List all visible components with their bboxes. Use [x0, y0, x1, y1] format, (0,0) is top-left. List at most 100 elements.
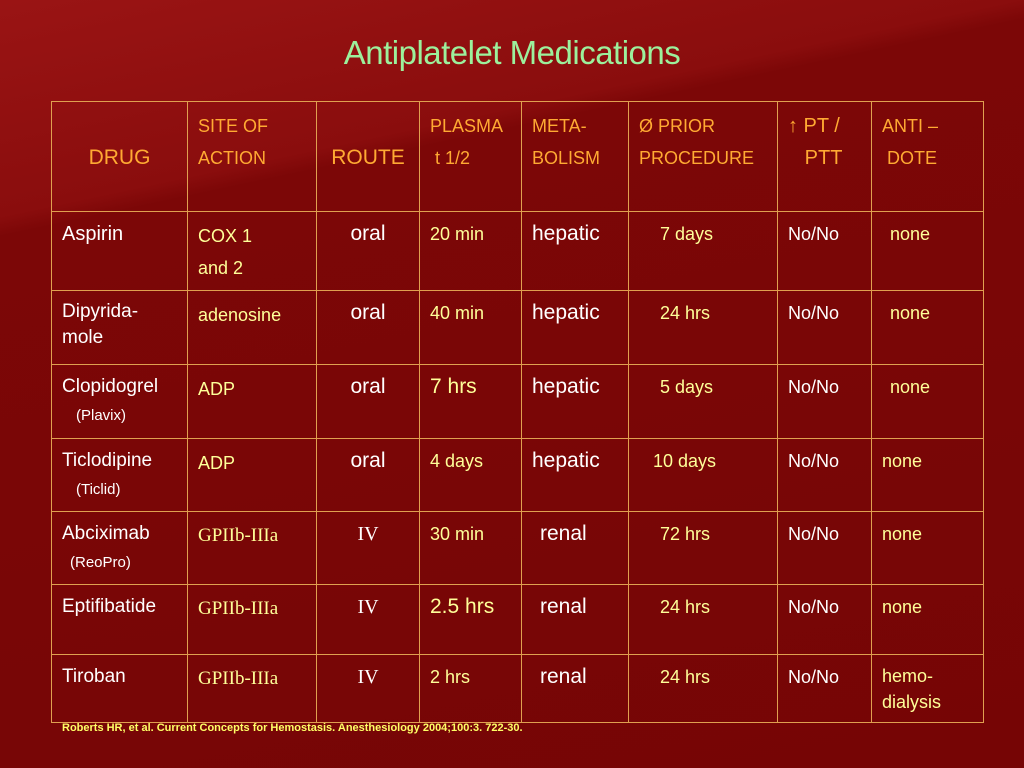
header-site: SITE OF ACTION	[187, 101, 317, 212]
prior-cell: 72 hrs	[628, 511, 778, 585]
metabolism-cell: hepatic	[521, 438, 629, 512]
metabolism-cell: renal	[521, 654, 629, 723]
plasma-cell: 2 hrs	[419, 654, 522, 723]
drug-name: Ticlodipine	[62, 450, 153, 471]
pt-cell: No/No	[777, 290, 872, 365]
header-anti-line1: ANTI –	[882, 116, 939, 136]
drug-name: Eptifibatide	[62, 596, 157, 617]
table-row: Clopidogrel (Plavix) ADP oral 7 hrs hepat…	[51, 364, 984, 439]
route-cell: oral	[316, 438, 420, 512]
prior-cell: 24 hrs	[628, 584, 778, 655]
plasma-cell: 7 hrs	[419, 364, 522, 439]
antidote-cell: none	[871, 290, 984, 365]
header-antidote: ANTI – DOTE	[871, 101, 984, 212]
prior-cell: 7 days	[628, 211, 778, 291]
drug-brand: (ReoPro)	[70, 554, 131, 571]
pt-cell: No/No	[777, 584, 872, 655]
slide-title: Antiplatelet Medications	[343, 34, 681, 71]
antidote-cell: none	[871, 584, 984, 655]
header-plasma-line2: t 1/2	[435, 148, 471, 168]
header-site-line1: SITE OF	[198, 116, 269, 136]
route-cell: IV	[316, 511, 420, 585]
site-line1: COX 1	[198, 226, 253, 246]
header-pt-line1: ↑ PT /	[788, 115, 840, 137]
site-cell: GPIIb-IIIa	[187, 584, 317, 655]
table-row: Abciximab (ReoPro) GPIIb-IIIa IV 30 min r…	[51, 511, 984, 585]
header-prior-line1: Ø PRIOR	[639, 116, 716, 136]
drug-name: Abciximab	[62, 523, 150, 544]
header-row: DRUG SITE OF ACTION ROUTE PLASMA t 1/2 ME…	[51, 101, 984, 212]
prior-cell: 24 hrs	[628, 654, 778, 723]
antidote-cell: hemo-dialysis	[871, 654, 984, 723]
prior-cell: 24 hrs	[628, 290, 778, 365]
site-cell: adenosine	[187, 290, 317, 365]
drug-cell: Dipyrida-mole	[51, 290, 188, 365]
header-prior: Ø PRIOR PROCEDURE	[628, 101, 778, 212]
plasma-cell: 4 days	[419, 438, 522, 512]
drug-name: Tiroban	[62, 666, 126, 687]
route-cell: oral	[316, 364, 420, 439]
header-anti-line2: DOTE	[887, 148, 938, 168]
drug-name-cont: mole	[62, 327, 104, 348]
site-cell: COX 1 and 2	[187, 211, 317, 291]
prior-cell: 5 days	[628, 364, 778, 439]
drug-brand: (Ticlid)	[76, 481, 121, 498]
header-pt-line2: PTT	[804, 147, 843, 169]
plasma-cell: 2.5 hrs	[419, 584, 522, 655]
plasma-cell: 20 min	[419, 211, 522, 291]
site-cell: ADP	[187, 438, 317, 512]
plasma-cell: 40 min	[419, 290, 522, 365]
route-cell: oral	[316, 290, 420, 365]
header-prior-line2: PROCEDURE	[639, 148, 755, 168]
citation-footer: Roberts HR, et al. Current Concepts for …	[62, 722, 523, 734]
drug-cell: Clopidogrel (Plavix)	[51, 364, 188, 439]
site-line2: and 2	[198, 258, 244, 278]
antidote-line1: hemo-	[882, 666, 934, 686]
route-cell: IV	[316, 584, 420, 655]
table-row: Eptifibatide GPIIb-IIIa IV 2.5 hrs renal…	[51, 584, 984, 655]
header-plasma-line1: PLASMA	[430, 116, 504, 136]
pt-cell: No/No	[777, 364, 872, 439]
metabolism-cell: hepatic	[521, 364, 629, 439]
antidote-cell: none	[871, 211, 984, 291]
drug-cell: Aspirin	[51, 211, 188, 291]
pt-cell: No/No	[777, 211, 872, 291]
header-meta-line1: META-	[532, 116, 587, 136]
pt-cell: No/No	[777, 438, 872, 512]
drug-cell: Tiroban	[51, 654, 188, 723]
table-row: Ticlodipine (Ticlid) ADP oral 4 days hepa…	[51, 438, 984, 512]
metabolism-cell: hepatic	[521, 290, 629, 365]
drug-name: Aspirin	[62, 223, 124, 245]
drug-name: Clopidogrel	[62, 376, 159, 397]
drug-cell: Eptifibatide	[51, 584, 188, 655]
table-row: Dipyrida-mole adenosine oral 40 min hepa…	[51, 290, 984, 365]
drug-name: Dipyrida-	[62, 301, 139, 322]
route-cell: IV	[316, 654, 420, 723]
metabolism-cell: renal	[521, 584, 629, 655]
header-route: ROUTE	[316, 101, 420, 212]
header-pt: ↑ PT / PTT	[777, 101, 872, 212]
site-cell: GPIIb-IIIa	[187, 511, 317, 585]
drug-brand: (Plavix)	[76, 407, 127, 424]
header-plasma: PLASMA t 1/2	[419, 101, 522, 212]
header-metabolism: META- BOLISM	[521, 101, 629, 212]
plasma-cell: 30 min	[419, 511, 522, 585]
prior-cell: 10 days	[628, 438, 778, 512]
antidote-cell: none	[871, 364, 984, 439]
medications-table: DRUG SITE OF ACTION ROUTE PLASMA t 1/2 ME…	[51, 101, 984, 723]
antidote-cell: none	[871, 511, 984, 585]
antidote-line2: dialysis	[882, 692, 942, 712]
header-drug: DRUG	[51, 101, 188, 212]
pt-cell: No/No	[777, 511, 872, 585]
metabolism-cell: renal	[521, 511, 629, 585]
table-row: Aspirin COX 1 and 2 oral 20 min hepatic 7…	[51, 211, 984, 291]
antidote-cell: none	[871, 438, 984, 512]
site-cell: GPIIb-IIIa	[187, 654, 317, 723]
metabolism-cell: hepatic	[521, 211, 629, 291]
header-meta-line2: BOLISM	[532, 148, 601, 168]
drug-cell: Abciximab (ReoPro)	[51, 511, 188, 585]
pt-cell: No/No	[777, 654, 872, 723]
site-cell: ADP	[187, 364, 317, 439]
route-cell: oral	[316, 211, 420, 291]
drug-cell: Ticlodipine (Ticlid)	[51, 438, 188, 512]
